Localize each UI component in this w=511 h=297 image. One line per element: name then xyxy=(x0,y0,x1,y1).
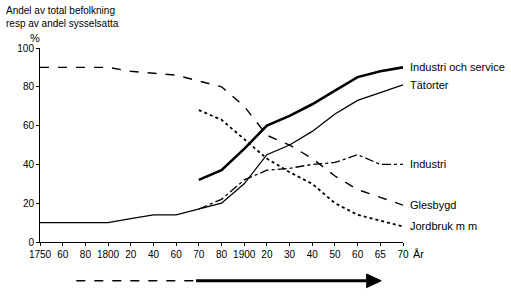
svg-text:80: 80 xyxy=(216,249,228,260)
svg-text:Industri: Industri xyxy=(410,158,446,170)
svg-text:Glesbygd: Glesbygd xyxy=(410,199,456,211)
svg-text:Jordbruk m m: Jordbruk m m xyxy=(410,220,477,232)
svg-text:40: 40 xyxy=(148,249,160,260)
svg-text:20: 20 xyxy=(125,249,137,260)
svg-text:80: 80 xyxy=(80,249,92,260)
svg-text:År: År xyxy=(413,248,424,260)
svg-text:60: 60 xyxy=(23,120,35,131)
svg-text:30: 30 xyxy=(284,249,296,260)
svg-text:60: 60 xyxy=(171,249,183,260)
svg-text:80: 80 xyxy=(23,81,35,92)
svg-text:20: 20 xyxy=(261,249,273,260)
svg-text:1800: 1800 xyxy=(97,249,120,260)
svg-text:60: 60 xyxy=(352,249,364,260)
svg-text:%: % xyxy=(30,32,40,44)
svg-text:100: 100 xyxy=(17,43,34,54)
svg-text:60: 60 xyxy=(57,249,69,260)
svg-text:40: 40 xyxy=(307,249,319,260)
svg-text:Andel av total befolkningresp: Andel av total befolkningresp av andel s… xyxy=(6,5,119,29)
svg-text:65: 65 xyxy=(375,249,387,260)
svg-text:20: 20 xyxy=(23,198,35,209)
svg-text:Industri och service: Industri och service xyxy=(410,61,505,73)
svg-text:0: 0 xyxy=(28,237,34,248)
svg-text:70: 70 xyxy=(193,249,205,260)
svg-text:1900: 1900 xyxy=(233,249,256,260)
svg-text:1750: 1750 xyxy=(29,249,52,260)
svg-text:40: 40 xyxy=(23,159,35,170)
svg-text:Tätorter: Tätorter xyxy=(410,79,449,91)
svg-text:50: 50 xyxy=(329,249,341,260)
svg-text:70: 70 xyxy=(397,249,409,260)
